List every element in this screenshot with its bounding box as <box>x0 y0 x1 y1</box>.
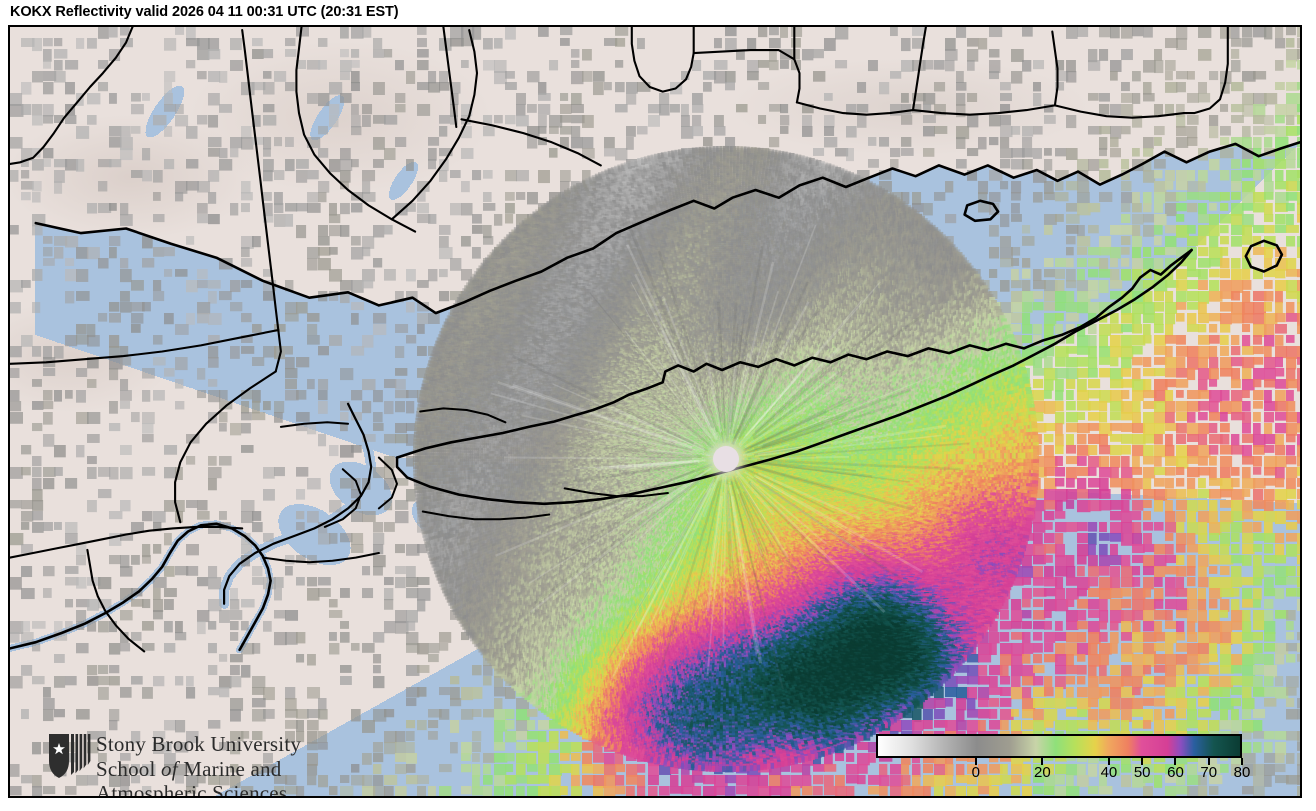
colorbar-tick-label: 50 <box>1133 764 1151 781</box>
sbu-logo: Stony Brook University School of Marine … <box>47 711 307 796</box>
colorbar-tick-label: 60 <box>1167 764 1184 781</box>
colorbar-tick <box>1174 758 1177 765</box>
colorbar-tick <box>1107 758 1110 765</box>
political-boundaries-layer <box>10 27 1300 653</box>
colorbar-tick-label: 80 <box>1233 764 1251 781</box>
logo-line-1: Stony Brook University <box>96 732 302 756</box>
colorbar-tick <box>1207 758 1210 765</box>
logo-line-3: Atmospheric Sciences <box>96 781 288 796</box>
page-title: KOKX Reflectivity valid 2026 04 11 00:31… <box>10 4 399 20</box>
colorbar-gradient <box>876 734 1242 758</box>
colorbar-tick-label: 40 <box>1100 764 1118 781</box>
colorbar-tick <box>1041 758 1044 765</box>
radar-reflectivity-layer <box>10 27 1300 796</box>
colorbar-labels: 0 20 40 50 60 70 80 <box>876 764 1251 786</box>
title-bar: KOKX Reflectivity valid 2026 04 11 00:31… <box>0 0 1316 25</box>
colorbar-tick <box>1141 758 1144 765</box>
colorbar-tick <box>1241 758 1243 765</box>
radar-map-viewport[interactable]: 0 20 40 50 60 70 80 Stony Brook University Sch… <box>10 27 1300 796</box>
colorbar-tick-label: 0 <box>971 764 980 781</box>
colorbar-tick-label: 70 <box>1200 764 1218 781</box>
colorbar-ticks <box>876 758 1243 765</box>
colorbar-tick <box>974 758 977 765</box>
shield-icon <box>49 734 91 778</box>
logo-line-2: School of Marine and <box>96 756 282 781</box>
sbu-logo-text: Stony Brook University School of Marine … <box>96 732 311 796</box>
reflectivity-colorbar: 0 20 40 50 60 70 80 <box>876 734 1250 796</box>
colorbar-tick-label: 20 <box>1034 764 1051 781</box>
radar-map-frame[interactable]: 0 20 40 50 60 70 80 Stony Brook University Sch… <box>8 25 1302 798</box>
radar-cone-of-silence <box>713 446 739 472</box>
